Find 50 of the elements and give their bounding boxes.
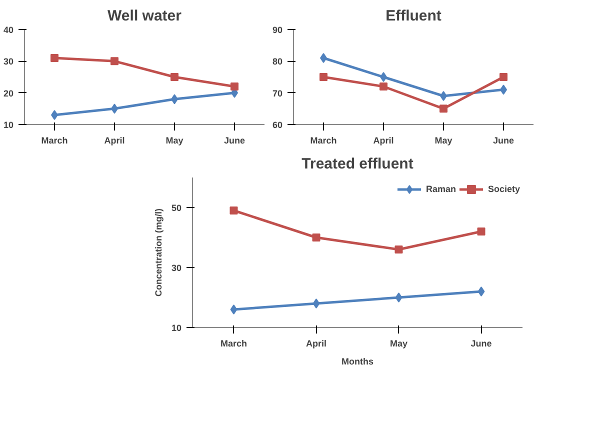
point bbox=[170, 73, 178, 81]
x-tick-label: May bbox=[166, 136, 184, 146]
point bbox=[380, 82, 388, 90]
chart-title: Treated effluent bbox=[302, 156, 414, 172]
x-tick-label: May bbox=[434, 136, 452, 146]
y-tick-label: 30 bbox=[3, 56, 14, 67]
point bbox=[440, 91, 447, 101]
x-tick-label: March bbox=[220, 338, 248, 348]
y-tick-label: 40 bbox=[3, 25, 14, 35]
x-tick-label: June bbox=[224, 136, 246, 146]
point bbox=[380, 72, 387, 82]
x-tick-label: April bbox=[104, 136, 125, 146]
x-tick-label: May bbox=[390, 338, 408, 348]
legend-label: Raman bbox=[426, 184, 456, 194]
point bbox=[320, 53, 327, 63]
x-tick-label: June bbox=[492, 136, 514, 146]
chart-title: Well water bbox=[108, 8, 182, 24]
point bbox=[500, 73, 508, 81]
point bbox=[50, 54, 58, 62]
y-tick-label: 50 bbox=[171, 203, 182, 213]
point bbox=[478, 286, 485, 296]
y-tick-label: 10 bbox=[3, 120, 14, 130]
point bbox=[110, 57, 118, 66]
point bbox=[230, 304, 238, 314]
y-tick-label: 30 bbox=[171, 263, 182, 273]
point bbox=[395, 292, 402, 302]
y-tick-label: 80 bbox=[272, 56, 283, 67]
y-tick-label: 10 bbox=[171, 323, 182, 333]
point bbox=[230, 82, 238, 90]
x-axis-title: Months bbox=[342, 356, 374, 366]
y-tick-label: 20 bbox=[3, 88, 14, 98]
chart-title: Effluent bbox=[386, 8, 442, 24]
y-tick-label: 70 bbox=[272, 88, 283, 98]
point bbox=[51, 110, 58, 120]
point bbox=[477, 228, 486, 236]
x-tick-label: April bbox=[373, 136, 394, 146]
x-tick-label: April bbox=[306, 338, 327, 348]
point bbox=[312, 298, 320, 308]
point bbox=[394, 246, 403, 254]
y-tick-label: 60 bbox=[272, 120, 283, 130]
point bbox=[312, 234, 320, 242]
legend-label: Society bbox=[488, 184, 520, 194]
y-tick-label: 90 bbox=[272, 25, 283, 35]
x-tick-label: March bbox=[310, 136, 337, 146]
x-tick-label: June bbox=[470, 338, 492, 348]
point bbox=[230, 206, 238, 214]
point bbox=[440, 104, 448, 113]
x-tick-label: March bbox=[41, 136, 68, 146]
point bbox=[320, 73, 328, 81]
y-axis-title: Concentration (mg/l) bbox=[153, 208, 164, 296]
